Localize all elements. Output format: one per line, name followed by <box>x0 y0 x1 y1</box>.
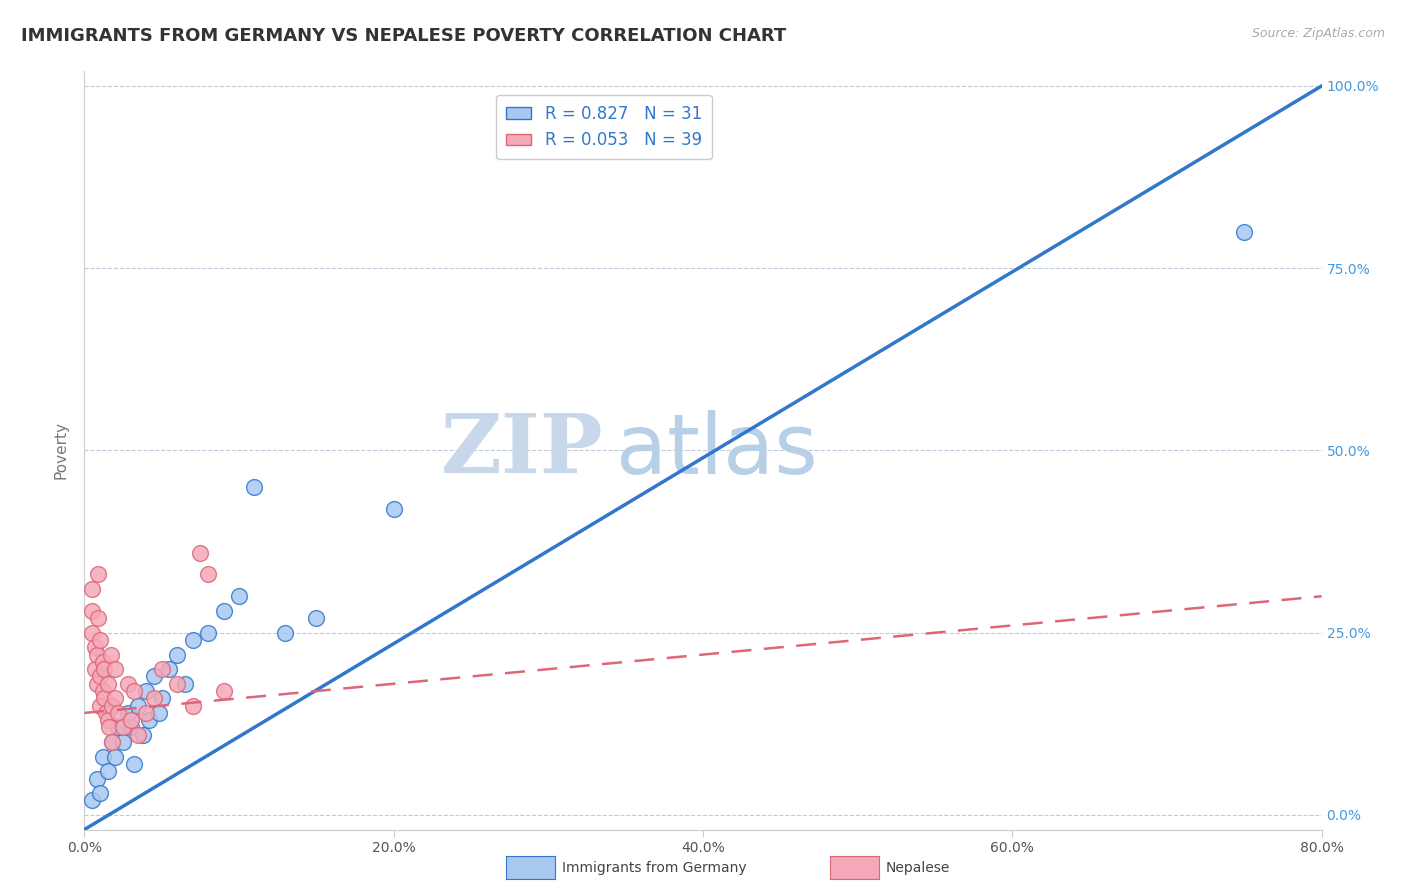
Point <box>135 706 157 720</box>
Point <box>148 706 170 720</box>
Legend: R = 0.827   N = 31, R = 0.053   N = 39: R = 0.827 N = 31, R = 0.053 N = 39 <box>496 95 711 159</box>
Point <box>132 728 155 742</box>
Point <box>91 655 114 669</box>
Point <box>89 669 111 683</box>
Point <box>93 662 115 676</box>
Point <box>94 706 117 720</box>
Point <box>87 611 110 625</box>
Point <box>104 662 127 676</box>
Text: ZIP: ZIP <box>441 410 605 491</box>
Point <box>93 691 115 706</box>
Point <box>212 604 235 618</box>
Point <box>101 735 124 749</box>
Point <box>96 713 118 727</box>
Point <box>122 684 145 698</box>
Point <box>305 611 328 625</box>
Point <box>82 604 104 618</box>
Point <box>166 677 188 691</box>
Point <box>104 749 127 764</box>
Point <box>159 662 180 676</box>
Point <box>127 728 149 742</box>
Point <box>197 567 219 582</box>
Point <box>117 706 139 720</box>
Point <box>382 501 405 516</box>
Point <box>107 721 129 735</box>
Point <box>86 648 108 662</box>
Text: Nepalese: Nepalese <box>886 861 950 875</box>
Point <box>89 786 111 800</box>
Point <box>82 582 104 596</box>
Point <box>104 691 127 706</box>
Point <box>91 749 114 764</box>
Point <box>100 648 122 662</box>
Point <box>166 648 188 662</box>
Point <box>86 772 108 786</box>
Point <box>117 677 139 691</box>
Point <box>143 669 166 683</box>
Point <box>181 633 204 648</box>
Point <box>122 756 145 771</box>
Point <box>143 691 166 706</box>
Point <box>101 698 124 713</box>
Point <box>112 721 135 735</box>
Point <box>98 721 121 735</box>
Point <box>212 684 235 698</box>
Text: Immigrants from Germany: Immigrants from Germany <box>562 861 747 875</box>
Point <box>89 698 111 713</box>
Point <box>188 545 211 559</box>
Point <box>197 625 219 640</box>
Point <box>138 713 160 727</box>
Point <box>112 735 135 749</box>
Point <box>150 662 173 676</box>
Text: IMMIGRANTS FROM GERMANY VS NEPALESE POVERTY CORRELATION CHART: IMMIGRANTS FROM GERMANY VS NEPALESE POVE… <box>21 27 786 45</box>
Point <box>107 706 129 720</box>
Point <box>274 625 297 640</box>
Point <box>1233 225 1256 239</box>
Point <box>120 713 142 727</box>
Point <box>89 633 111 648</box>
Point <box>228 589 250 603</box>
Point <box>91 684 114 698</box>
Text: atlas: atlas <box>616 410 818 491</box>
Point <box>135 684 157 698</box>
Text: Source: ZipAtlas.com: Source: ZipAtlas.com <box>1251 27 1385 40</box>
Y-axis label: Poverty: Poverty <box>53 421 69 480</box>
Point <box>82 793 104 807</box>
Point <box>101 735 124 749</box>
Point <box>181 698 204 713</box>
Point <box>96 677 118 691</box>
Point <box>87 567 110 582</box>
Point <box>120 721 142 735</box>
Point <box>86 677 108 691</box>
Point <box>150 691 173 706</box>
Point <box>174 677 197 691</box>
Point <box>84 662 107 676</box>
Point <box>96 764 118 779</box>
Point <box>84 640 107 655</box>
Point <box>127 698 149 713</box>
Point <box>243 480 266 494</box>
Point <box>82 625 104 640</box>
